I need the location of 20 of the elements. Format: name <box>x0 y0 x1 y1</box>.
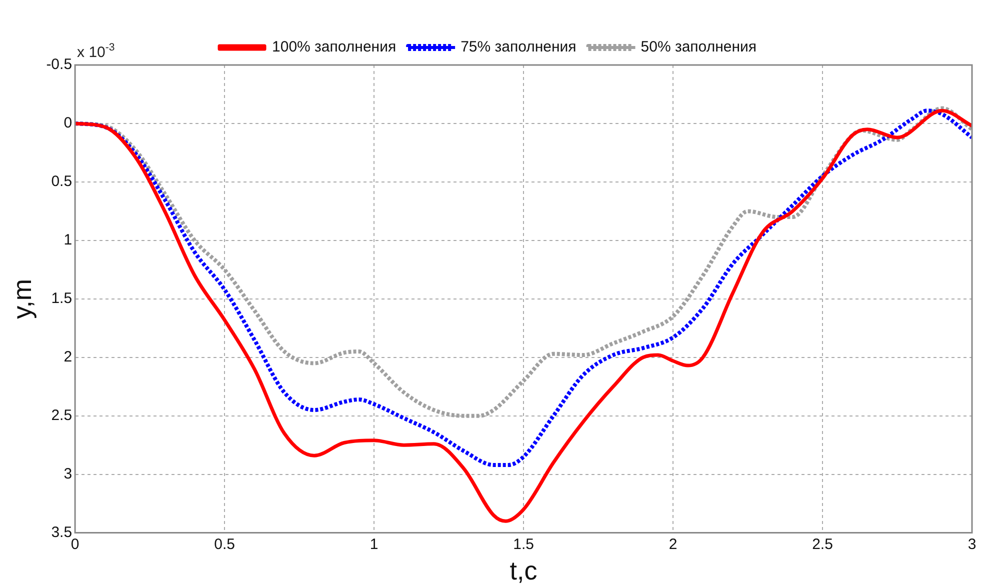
y-tick-label: 3.5 <box>51 524 72 541</box>
x-tick-label: 1.5 <box>513 536 534 553</box>
y-tick-label: 3 <box>64 465 72 482</box>
x-tick-label: 3 <box>968 536 976 553</box>
x-tick-label: 1 <box>370 536 378 553</box>
legend-label: 100% заполнения <box>272 38 396 56</box>
y-tick-label: 2 <box>64 348 72 366</box>
y-tick-label: 1 <box>64 232 72 249</box>
legend-label: 50% заполнения <box>640 38 756 56</box>
x-tick-label: 2 <box>668 536 678 553</box>
x-axis-title: t,c <box>510 556 538 586</box>
x-tick-label: 2.5 <box>812 536 833 553</box>
y-tick-label: 2.5 <box>51 406 72 424</box>
x-tick-label: 0.5 <box>214 536 235 553</box>
y-tick-label: 0.5 <box>51 173 72 190</box>
y-axis-title: y,m <box>6 278 37 319</box>
legend-label: 75% заполнения <box>460 38 576 56</box>
y-tick-label: -0.5 <box>46 56 72 74</box>
y-tick-label: 1.5 <box>51 290 72 308</box>
y-tick-label: 0 <box>64 114 72 132</box>
